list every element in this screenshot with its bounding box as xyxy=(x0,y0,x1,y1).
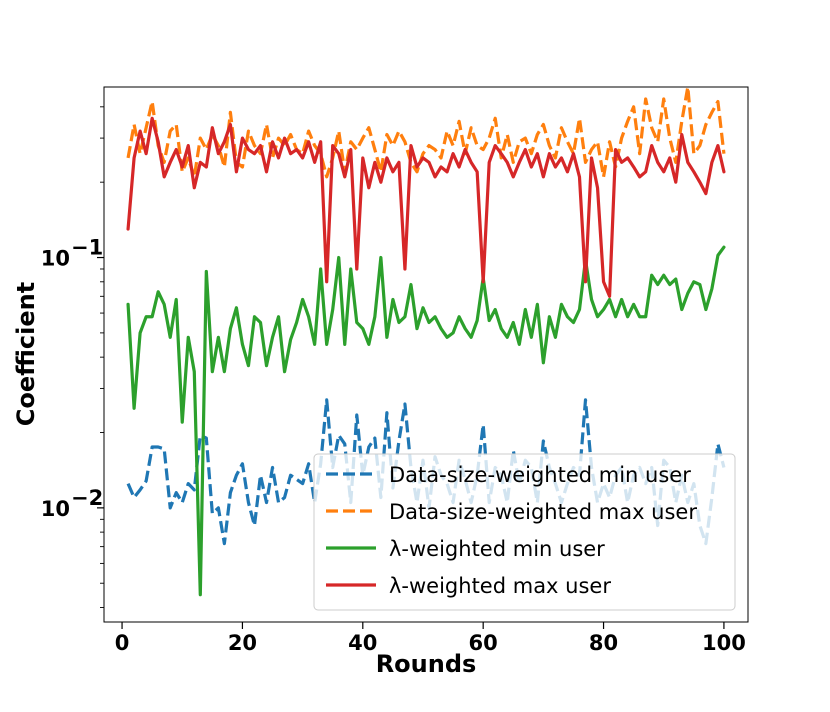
series-line-2 xyxy=(126,85,726,179)
y-tick-exponent: −1 xyxy=(71,236,103,260)
legend-label: Data-size-weighted min user xyxy=(389,463,691,487)
legend-label: λ-weighted max user xyxy=(389,574,611,598)
series-line-4 xyxy=(126,116,726,298)
legend-label: Data-size-weighted max user xyxy=(389,500,697,524)
y-tick-label: 10 xyxy=(41,497,70,521)
x-tick-label: 100 xyxy=(702,631,746,655)
y-tick-label: 10 xyxy=(41,247,70,271)
legend-box xyxy=(313,453,736,611)
series-line-3 xyxy=(126,245,726,597)
y-tick-exponent: −2 xyxy=(71,486,103,510)
x-axis-title: Rounds xyxy=(376,650,477,678)
y-axis-title: Coefficient xyxy=(12,282,40,426)
x-tick-label: 20 xyxy=(228,631,257,655)
x-tick-label: 0 xyxy=(115,631,130,655)
legend-label: λ-weighted min user xyxy=(389,537,605,561)
x-tick-label: 60 xyxy=(469,631,498,655)
legend: Data-size-weighted min user Data-size-wei… xyxy=(313,453,736,611)
x-tick-label: 80 xyxy=(589,631,618,655)
x-tick-label: 40 xyxy=(348,631,377,655)
series-layer xyxy=(126,85,726,597)
